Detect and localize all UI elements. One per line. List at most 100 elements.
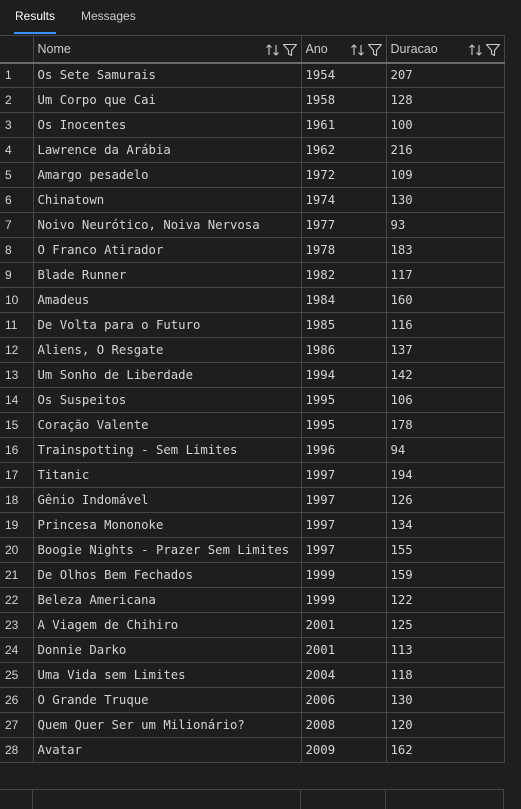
- cell-duracao[interactable]: 162: [385, 737, 505, 763]
- row-number[interactable]: 1: [0, 62, 34, 88]
- cell-duracao[interactable]: 118: [385, 662, 505, 688]
- cell-duracao[interactable]: 207: [385, 62, 505, 88]
- table-row[interactable]: 20 Boogie Nights - Prazer Sem Limites 1997…: [0, 537, 505, 563]
- cell-nome[interactable]: Princesa Mononoke: [32, 512, 302, 538]
- table-row[interactable]: 9 Blade Runner 1982 117: [0, 262, 505, 288]
- table-row[interactable]: 15 Coração Valente 1995 178: [0, 412, 505, 438]
- cell-nome[interactable]: De Olhos Bem Fechados: [32, 562, 302, 588]
- filter-icon[interactable]: [485, 43, 501, 57]
- table-row[interactable]: 10 Amadeus 1984 160: [0, 287, 505, 313]
- row-number[interactable]: 26: [0, 687, 34, 713]
- cell-nome[interactable]: Um Corpo que Cai: [32, 87, 302, 113]
- cell-ano[interactable]: 1984: [300, 287, 387, 313]
- table-row[interactable]: 3 Os Inocentes 1961 100: [0, 112, 505, 138]
- table-row[interactable]: 19 Princesa Mononoke 1997 134: [0, 512, 505, 538]
- cell-ano[interactable]: 1997: [300, 512, 387, 538]
- column-header-duracao[interactable]: Duracao: [385, 35, 505, 64]
- cell-ano[interactable]: 1994: [300, 362, 387, 388]
- cell-ano[interactable]: 1978: [300, 237, 387, 263]
- cell-nome[interactable]: Os Sete Samurais: [32, 62, 302, 88]
- table-row[interactable]: 22 Beleza Americana 1999 122: [0, 587, 505, 613]
- cell-nome[interactable]: Os Suspeitos: [32, 387, 302, 413]
- table-row[interactable]: 13 Um Sonho de Liberdade 1994 142: [0, 362, 505, 388]
- sort-icon[interactable]: [265, 43, 281, 57]
- cell-nome[interactable]: Quem Quer Ser um Milionário?: [32, 712, 302, 738]
- row-number[interactable]: 8: [0, 237, 34, 263]
- cell-nome[interactable]: Uma Vida sem Limites: [32, 662, 302, 688]
- table-row[interactable]: 24 Donnie Darko 2001 113: [0, 637, 505, 663]
- cell-ano[interactable]: 1961: [300, 112, 387, 138]
- cell-nome[interactable]: Trainspotting - Sem Limites: [32, 437, 302, 463]
- table-row[interactable]: 1 Os Sete Samurais 1954 207: [0, 62, 505, 88]
- cell-nome[interactable]: Amadeus: [32, 287, 302, 313]
- row-number[interactable]: 5: [0, 162, 34, 188]
- cell-duracao[interactable]: 130: [385, 187, 505, 213]
- cell-duracao[interactable]: 122: [385, 587, 505, 613]
- cell-nome[interactable]: Titanic: [32, 462, 302, 488]
- row-number[interactable]: 2: [0, 87, 34, 113]
- cell-duracao[interactable]: 100: [385, 112, 505, 138]
- cell-ano[interactable]: 1999: [300, 562, 387, 588]
- cell-ano[interactable]: 1986: [300, 337, 387, 363]
- row-number[interactable]: 4: [0, 137, 34, 163]
- cell-ano[interactable]: 2008: [300, 712, 387, 738]
- table-row[interactable]: 2 Um Corpo que Cai 1958 128: [0, 87, 505, 113]
- cell-nome[interactable]: Noivo Neurótico, Noiva Nervosa: [32, 212, 302, 238]
- cell-ano[interactable]: 1995: [300, 387, 387, 413]
- row-number[interactable]: 23: [0, 612, 34, 638]
- table-row[interactable]: 21 De Olhos Bem Fechados 1999 159: [0, 562, 505, 588]
- cell-nome[interactable]: A Viagem de Chihiro: [32, 612, 302, 638]
- row-number[interactable]: 14: [0, 387, 34, 413]
- cell-ano[interactable]: 1974: [300, 187, 387, 213]
- row-number[interactable]: 11: [0, 312, 34, 338]
- cell-ano[interactable]: 2009: [300, 737, 387, 763]
- table-row[interactable]: 4 Lawrence da Arábia 1962 216: [0, 137, 505, 163]
- table-row[interactable]: 28 Avatar 2009 162: [0, 737, 505, 763]
- table-row[interactable]: 6 Chinatown 1974 130: [0, 187, 505, 213]
- cell-nome[interactable]: Amargo pesadelo: [32, 162, 302, 188]
- cell-nome[interactable]: Beleza Americana: [32, 587, 302, 613]
- tab-results[interactable]: Results: [13, 0, 57, 34]
- cell-duracao[interactable]: 155: [385, 537, 505, 563]
- row-number[interactable]: 3: [0, 112, 34, 138]
- row-number[interactable]: 9: [0, 262, 34, 288]
- cell-nome[interactable]: Coração Valente: [32, 412, 302, 438]
- table-row[interactable]: 5 Amargo pesadelo 1972 109: [0, 162, 505, 188]
- cell-nome[interactable]: Donnie Darko: [32, 637, 302, 663]
- cell-duracao[interactable]: 125: [385, 612, 505, 638]
- cell-duracao[interactable]: 94: [385, 437, 505, 463]
- cell-duracao[interactable]: 216: [385, 137, 505, 163]
- column-header-nome[interactable]: Nome: [32, 35, 302, 64]
- tab-messages[interactable]: Messages: [81, 9, 136, 23]
- cell-nome[interactable]: Um Sonho de Liberdade: [32, 362, 302, 388]
- cell-nome[interactable]: Avatar: [32, 737, 302, 763]
- cell-ano[interactable]: 1985: [300, 312, 387, 338]
- cell-ano[interactable]: 1954: [300, 62, 387, 88]
- table-row[interactable]: 23 A Viagem de Chihiro 2001 125: [0, 612, 505, 638]
- cell-ano[interactable]: 2004: [300, 662, 387, 688]
- cell-duracao[interactable]: 128: [385, 87, 505, 113]
- cell-ano[interactable]: 1997: [300, 462, 387, 488]
- cell-nome[interactable]: Aliens, O Resgate: [32, 337, 302, 363]
- cell-nome[interactable]: De Volta para o Futuro: [32, 312, 302, 338]
- row-number[interactable]: 10: [0, 287, 34, 313]
- table-row[interactable]: 18 Gênio Indomável 1997 126: [0, 487, 505, 513]
- cell-ano[interactable]: 1997: [300, 487, 387, 513]
- table-row[interactable]: 14 Os Suspeitos 1995 106: [0, 387, 505, 413]
- cell-duracao[interactable]: 160: [385, 287, 505, 313]
- cell-nome[interactable]: Blade Runner: [32, 262, 302, 288]
- cell-duracao[interactable]: 113: [385, 637, 505, 663]
- cell-duracao[interactable]: 183: [385, 237, 505, 263]
- cell-ano[interactable]: 2001: [300, 612, 387, 638]
- row-number[interactable]: 27: [0, 712, 34, 738]
- row-number[interactable]: 28: [0, 737, 34, 763]
- cell-duracao[interactable]: 126: [385, 487, 505, 513]
- cell-duracao[interactable]: 116: [385, 312, 505, 338]
- cell-ano[interactable]: 2006: [300, 687, 387, 713]
- cell-duracao[interactable]: 93: [385, 212, 505, 238]
- cell-nome[interactable]: Boogie Nights - Prazer Sem Limites: [32, 537, 302, 563]
- cell-duracao[interactable]: 117: [385, 262, 505, 288]
- row-number[interactable]: 19: [0, 512, 34, 538]
- table-row[interactable]: 25 Uma Vida sem Limites 2004 118: [0, 662, 505, 688]
